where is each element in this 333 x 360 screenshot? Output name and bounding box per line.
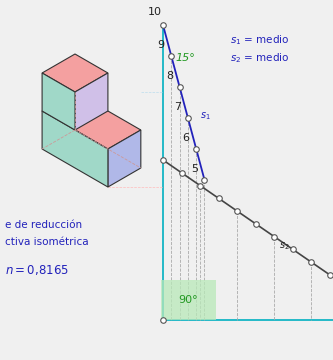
Text: 9: 9 bbox=[158, 40, 165, 50]
Text: $s_2$: $s_2$ bbox=[279, 241, 290, 252]
Text: $n = 0{,}8165$: $n = 0{,}8165$ bbox=[5, 263, 69, 277]
Polygon shape bbox=[42, 73, 75, 130]
Polygon shape bbox=[75, 73, 108, 130]
Text: $s_1$: $s_1$ bbox=[200, 110, 210, 122]
Text: 8: 8 bbox=[166, 71, 173, 81]
Text: 90°: 90° bbox=[179, 295, 198, 305]
Polygon shape bbox=[42, 92, 141, 149]
FancyBboxPatch shape bbox=[161, 280, 216, 320]
Text: ctiva isométrica: ctiva isométrica bbox=[5, 237, 89, 247]
Text: $s_2$ = medio: $s_2$ = medio bbox=[230, 51, 289, 65]
Text: 7: 7 bbox=[174, 102, 181, 112]
Polygon shape bbox=[42, 54, 108, 92]
Text: 6: 6 bbox=[182, 132, 189, 143]
Text: 15°: 15° bbox=[175, 53, 195, 63]
Polygon shape bbox=[42, 111, 108, 187]
Text: $s_1$ = medio: $s_1$ = medio bbox=[230, 33, 289, 47]
Text: e de reducción: e de reducción bbox=[5, 220, 82, 230]
Text: 5: 5 bbox=[191, 163, 198, 174]
Text: 10: 10 bbox=[148, 7, 162, 17]
Polygon shape bbox=[108, 130, 141, 187]
